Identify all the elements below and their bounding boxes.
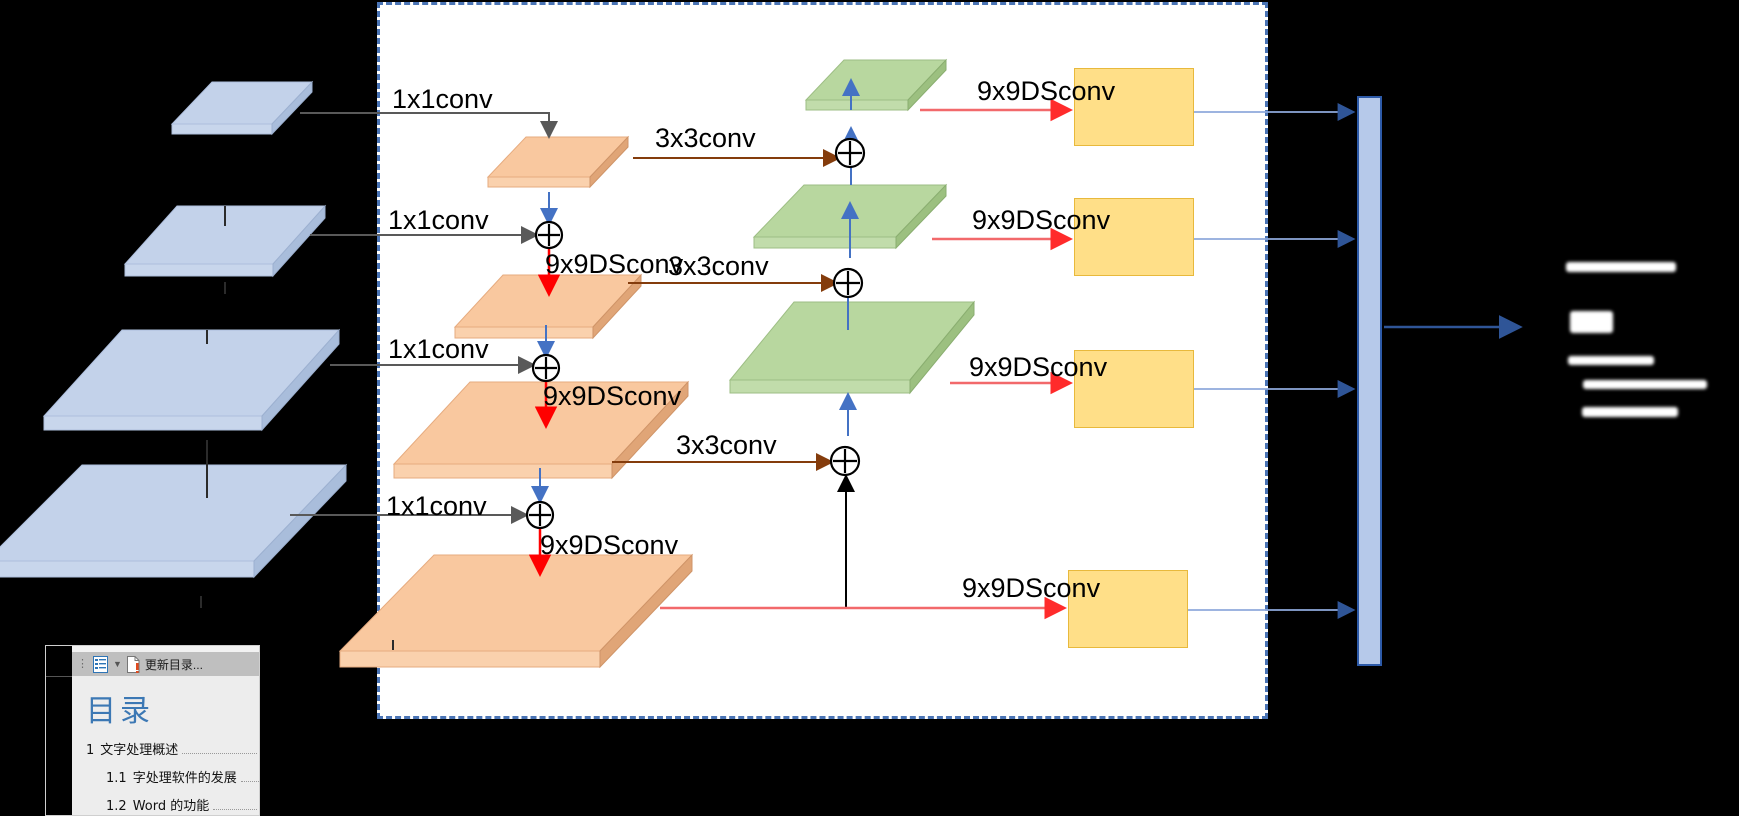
stack-tick-4 (206, 440, 208, 498)
detection-head-box-4 (1068, 570, 1188, 648)
output-line-3 (1568, 356, 1654, 365)
update-toc-toolbar[interactable]: ⋮ ▼ 更新目录... (72, 652, 259, 676)
input-feature-slab-1 (170, 80, 317, 144)
detection-head-box-1 (1074, 68, 1194, 146)
output-line-1 (1566, 262, 1676, 272)
toc-text: Word 的功能 (132, 799, 210, 814)
input-feature-slab-2 (123, 204, 330, 288)
stack-tick-2 (224, 282, 226, 294)
label-lateral-conv-2: 1x1conv (388, 205, 489, 235)
drag-handle-icon: ⋮ (77, 657, 88, 670)
stack-tick-6 (392, 640, 394, 650)
output-line-4 (1583, 380, 1707, 389)
stack-tick-1 (224, 206, 226, 226)
toc-leader-dots (240, 781, 259, 782)
label-lateral-3x3conv-1: 3x3conv (655, 123, 756, 153)
doc-left-margin (46, 646, 72, 815)
label-head-dsconv-3: 9x9DSconv (969, 352, 1108, 382)
toc-number: 1.1 (106, 771, 127, 786)
update-toc-label[interactable]: 更新目录... (144, 657, 203, 672)
input-feature-slab-3 (42, 328, 344, 450)
label-lateral-conv-3: 1x1conv (388, 334, 489, 364)
label-head-dsconv-2: 9x9DSconv (972, 205, 1111, 235)
pyramid-slab-orange-1 (486, 135, 633, 195)
input-feature-slab-4 (0, 463, 358, 595)
label-head-dsconv-4: 9x9DSconv (962, 573, 1101, 603)
pyramid-slab-green-1 (804, 58, 951, 118)
label-lateral-conv-4: 1x1conv (386, 491, 487, 521)
update-page-icon (126, 655, 140, 673)
document-thumbnail[interactable]: ⋮ ▼ 更新目录... 目录 1 文字处 (45, 645, 260, 816)
toc-text: 字处理软件的发展 (132, 771, 237, 786)
toc-text: 文字处理概述 (100, 743, 179, 758)
pyramid-slab-green-2 (752, 183, 952, 257)
stack-tick-5 (200, 596, 202, 608)
label-lateral-3x3conv-3: 3x3conv (676, 430, 777, 460)
detection-head-box-3 (1074, 350, 1194, 428)
toc-leader-dots (182, 753, 257, 754)
label-lateral-3x3conv-2: 3x3conv (668, 251, 769, 281)
stack-tick-3 (206, 330, 208, 344)
toc-entry[interactable]: 1.1 字处理软件的发展 (86, 767, 259, 786)
toc-number: 1.2 (106, 799, 127, 814)
pyramid-slab-orange-2 (453, 273, 645, 347)
output-line-5 (1582, 407, 1678, 417)
pyramid-slab-green-3 (728, 300, 980, 407)
toc-entry[interactable]: 1 文字处理概述 (86, 739, 259, 758)
doc-margin-rule (46, 676, 78, 677)
label-dsconv-1: 9x9DSconv (545, 249, 684, 279)
document-body: 目录 1 文字处理概述 1.1 字处理软件的发展 1.2 Word 的功能 (72, 676, 259, 815)
document-title: 目录 (86, 694, 154, 729)
detection-head-box-2 (1074, 198, 1194, 276)
label-dsconv-2: 9x9DSconv (543, 381, 682, 411)
toc-leader-dots (213, 809, 257, 810)
label-dsconv-3: 9x9DSconv (540, 530, 679, 560)
toc-number: 1 (86, 743, 95, 758)
toc-document-icon (93, 655, 108, 673)
output-line-2 (1570, 311, 1613, 333)
pyramid-slab-orange-4 (338, 553, 700, 685)
chevron-down-icon[interactable]: ▼ (113, 659, 122, 669)
label-head-dsconv-1: 9x9DSconv (977, 76, 1116, 106)
label-lateral-conv-1: 1x1conv (392, 84, 493, 114)
toc-entry[interactable]: 1.2 Word 的功能 (86, 795, 259, 814)
fusion-vertical-bar (1357, 96, 1382, 666)
